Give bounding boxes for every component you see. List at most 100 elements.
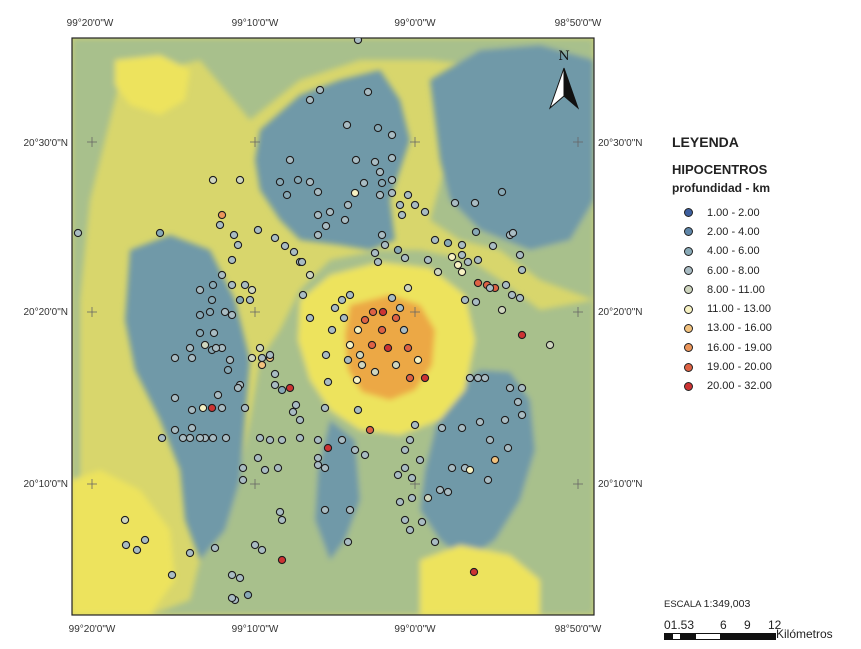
legend-dot-icon (684, 323, 693, 333)
epicenter-point (340, 215, 350, 225)
epicenter-point (465, 373, 475, 383)
epicenter-point (298, 290, 308, 300)
epicenter-point (293, 175, 303, 185)
epicenter-point (243, 590, 253, 600)
epicenter-point (337, 435, 347, 445)
legend-item-label: 20.00 - 32.00 (707, 380, 772, 393)
epicenter-point (368, 307, 378, 317)
legend-item: 1.00 - 2.00 (672, 203, 857, 222)
legend-item-label: 11.00 - 13.00 (707, 303, 772, 316)
epicenter-point (320, 463, 330, 473)
epicenter-point (227, 570, 237, 580)
epicenter-point (517, 383, 527, 393)
epicenter-point (195, 285, 205, 295)
scale-bar: ESCALA 1:349,003 01.53 6 9 12 Kilómetros (664, 598, 859, 641)
epicenter-point (515, 250, 525, 260)
epicenter-point (207, 295, 217, 305)
epicenter-point (229, 230, 239, 240)
epicenter-point (400, 445, 410, 455)
epicenter-point (260, 465, 270, 475)
epicenter-point (282, 190, 292, 200)
left-lat-label: 20°30'0"N (24, 138, 69, 149)
legend-dot-icon (684, 266, 693, 276)
epicenter-point (405, 373, 415, 383)
legend-item-label: 19.00 - 20.00 (707, 361, 772, 374)
right-lat-labels: 20°30'0"N 20°20'0"N 20°10'0"N (598, 138, 643, 490)
epicenter-point (313, 460, 323, 470)
epicenter-point (313, 230, 323, 240)
epicenter-point (327, 325, 337, 335)
legend-item: 20.00 - 32.00 (672, 377, 857, 396)
epicenter-point (395, 200, 405, 210)
epicenter-point (253, 453, 263, 463)
legend-dot-icon (684, 285, 693, 295)
bottom-lon-labels: 99°20'0"W 99°10'0"W 99°0'0"W 98°50'0"W (69, 624, 602, 635)
epicenter-point (357, 360, 367, 370)
legend: LEYENDA HIPOCENTROS profundidad - km 1.0… (672, 134, 857, 396)
epicenter-point (363, 87, 373, 97)
legend-item-label: 13.00 - 16.00 (707, 322, 772, 335)
epicenter-point (393, 470, 403, 480)
epicenter-point (391, 360, 401, 370)
epicenter-point (517, 410, 527, 420)
left-lat-label: 20°20'0"N (24, 307, 69, 318)
epicenter-point (350, 188, 360, 198)
epicenter-point (352, 375, 362, 385)
top-lon-labels: 99°20'0"W 99°10'0"W 99°0'0"W 98°50'0"W (67, 18, 602, 29)
scale-tick-label: 01.53 (664, 618, 695, 632)
epicenter-point (277, 555, 287, 565)
epicenter-point (413, 355, 423, 365)
legend-item: 11.00 - 13.00 (672, 299, 857, 318)
epicenter-point (501, 280, 511, 290)
epicenter-point (463, 257, 473, 267)
epicenter-point (235, 573, 245, 583)
epicenter-point (399, 325, 409, 335)
legend-subtitle: HIPOCENTROS (672, 162, 768, 177)
epicenter-point (257, 360, 267, 370)
legend-item: 16.00 - 19.00 (672, 338, 857, 357)
right-lat-label: 20°20'0"N (598, 307, 643, 318)
legend-item-label: 1.00 - 2.00 (707, 206, 760, 219)
epicenter-point (545, 340, 555, 350)
epicenter-point (380, 240, 390, 250)
epicenter-point (360, 315, 370, 325)
epicenter-point (387, 153, 397, 163)
epicenter-point (313, 187, 323, 197)
epicenter-point (447, 252, 457, 262)
epicenter-point (257, 353, 267, 363)
epicenter-point (200, 340, 210, 350)
epicenter-point (195, 310, 205, 320)
epicenter-point (213, 390, 223, 400)
epicenter-point (305, 313, 315, 323)
epicenter-point (265, 435, 275, 445)
epicenter-point (515, 293, 525, 303)
epicenter-point (387, 293, 397, 303)
scale-tick-label: 6 (720, 618, 727, 632)
epicenter-point (235, 175, 245, 185)
epicenter-point (247, 353, 257, 363)
epicenter-point (457, 240, 467, 250)
epicenter-point (277, 435, 287, 445)
epicenter-point (397, 210, 407, 220)
epicenter-point (217, 210, 227, 220)
epicenter-point (275, 177, 285, 187)
epicenter-point (255, 343, 265, 353)
top-lon-label: 99°20'0"W (67, 18, 114, 29)
epicenter-point (240, 280, 250, 290)
epicenter-point (423, 493, 433, 503)
epicenter-point (315, 85, 325, 95)
epicenter-point (288, 407, 298, 417)
legend-item-label: 6.00 - 8.00 (707, 264, 760, 277)
epicenter-point (217, 270, 227, 280)
legend-title: LEYENDA (672, 134, 739, 150)
top-lon-label: 99°10'0"W (232, 18, 279, 29)
left-lat-labels: 20°30'0"N 20°20'0"N 20°10'0"N (24, 138, 69, 490)
epicenter-point (207, 403, 217, 413)
epicenter-point (359, 178, 369, 188)
scale-unit: Kilómetros (776, 627, 833, 641)
epicenter-point (383, 343, 393, 353)
epicenter-point (395, 497, 405, 507)
epicenter-point (353, 405, 363, 415)
epicenter-point (480, 373, 490, 383)
